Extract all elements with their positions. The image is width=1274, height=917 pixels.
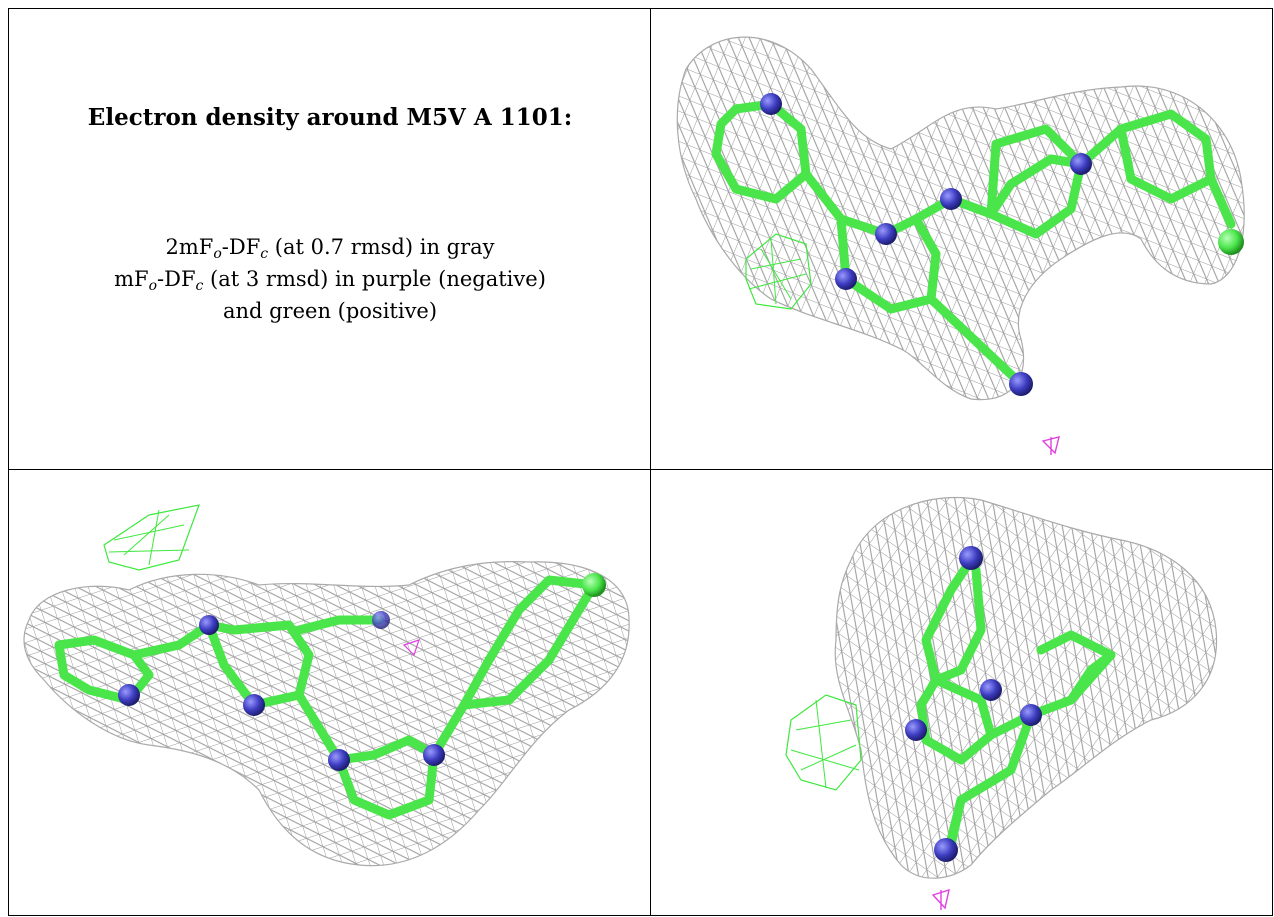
nitrogen-atom <box>199 615 219 635</box>
nitrogen-atom <box>423 744 445 766</box>
negative-difference-mesh <box>1041 436 1060 455</box>
gray-density-mesh <box>834 496 1218 879</box>
nitrogen-atom <box>875 223 897 245</box>
nitrogen-atom <box>760 93 782 115</box>
negative-difference-mesh <box>402 639 420 657</box>
positive-difference-mesh <box>745 233 812 310</box>
density-image-1 <box>676 36 1245 455</box>
nitrogen-atom <box>934 838 958 862</box>
chlorine-atom <box>582 573 606 597</box>
gray-density-mesh <box>676 36 1245 401</box>
caption-lines: 2mFo-DFc (at 0.7 rmsd) in gray mFo-DFc (… <box>9 231 650 327</box>
density-view-bottom-right <box>651 470 1273 916</box>
nitrogen-atom <box>980 679 1002 701</box>
density-image-2 <box>23 504 630 867</box>
nitrogen-atom <box>905 719 927 741</box>
positive-difference-mesh <box>103 504 200 571</box>
nitrogen-atom <box>243 694 265 716</box>
caption-line-3: and green (positive) <box>222 299 438 323</box>
nitrogen-atom <box>118 684 140 706</box>
ligand-bonds <box>916 555 1116 850</box>
density-view-bottom-left <box>9 470 651 916</box>
nitrogen-atom <box>1020 704 1042 726</box>
density-view-top-right <box>651 9 1273 470</box>
nitrogen-atom <box>1009 372 1033 396</box>
chlorine-atom <box>1218 229 1244 255</box>
nitrogen-atom <box>372 611 390 629</box>
nitrogen-atom <box>835 268 857 290</box>
nitrogen-atom <box>959 546 983 570</box>
nitrogen-atom <box>1070 153 1092 175</box>
figure-table: Electron density around M5V A 1101: 2mFo… <box>8 8 1273 916</box>
density-image-3 <box>785 496 1218 910</box>
caption-line-1: 2mFo-DFc (at 0.7 rmsd) in gray <box>165 235 495 262</box>
caption-title: Electron density around M5V A 1101: <box>87 104 573 131</box>
caption-cell: Electron density around M5V A 1101: 2mFo… <box>9 9 651 470</box>
nitrogen-atom <box>328 749 350 771</box>
gray-density-mesh <box>23 561 630 867</box>
negative-difference-mesh <box>931 888 950 910</box>
caption-line-2: mFo-DFc (at 3 rmsd) in purple (negative) <box>114 267 546 294</box>
nitrogen-atom <box>940 188 962 210</box>
positive-difference-mesh <box>785 694 862 791</box>
